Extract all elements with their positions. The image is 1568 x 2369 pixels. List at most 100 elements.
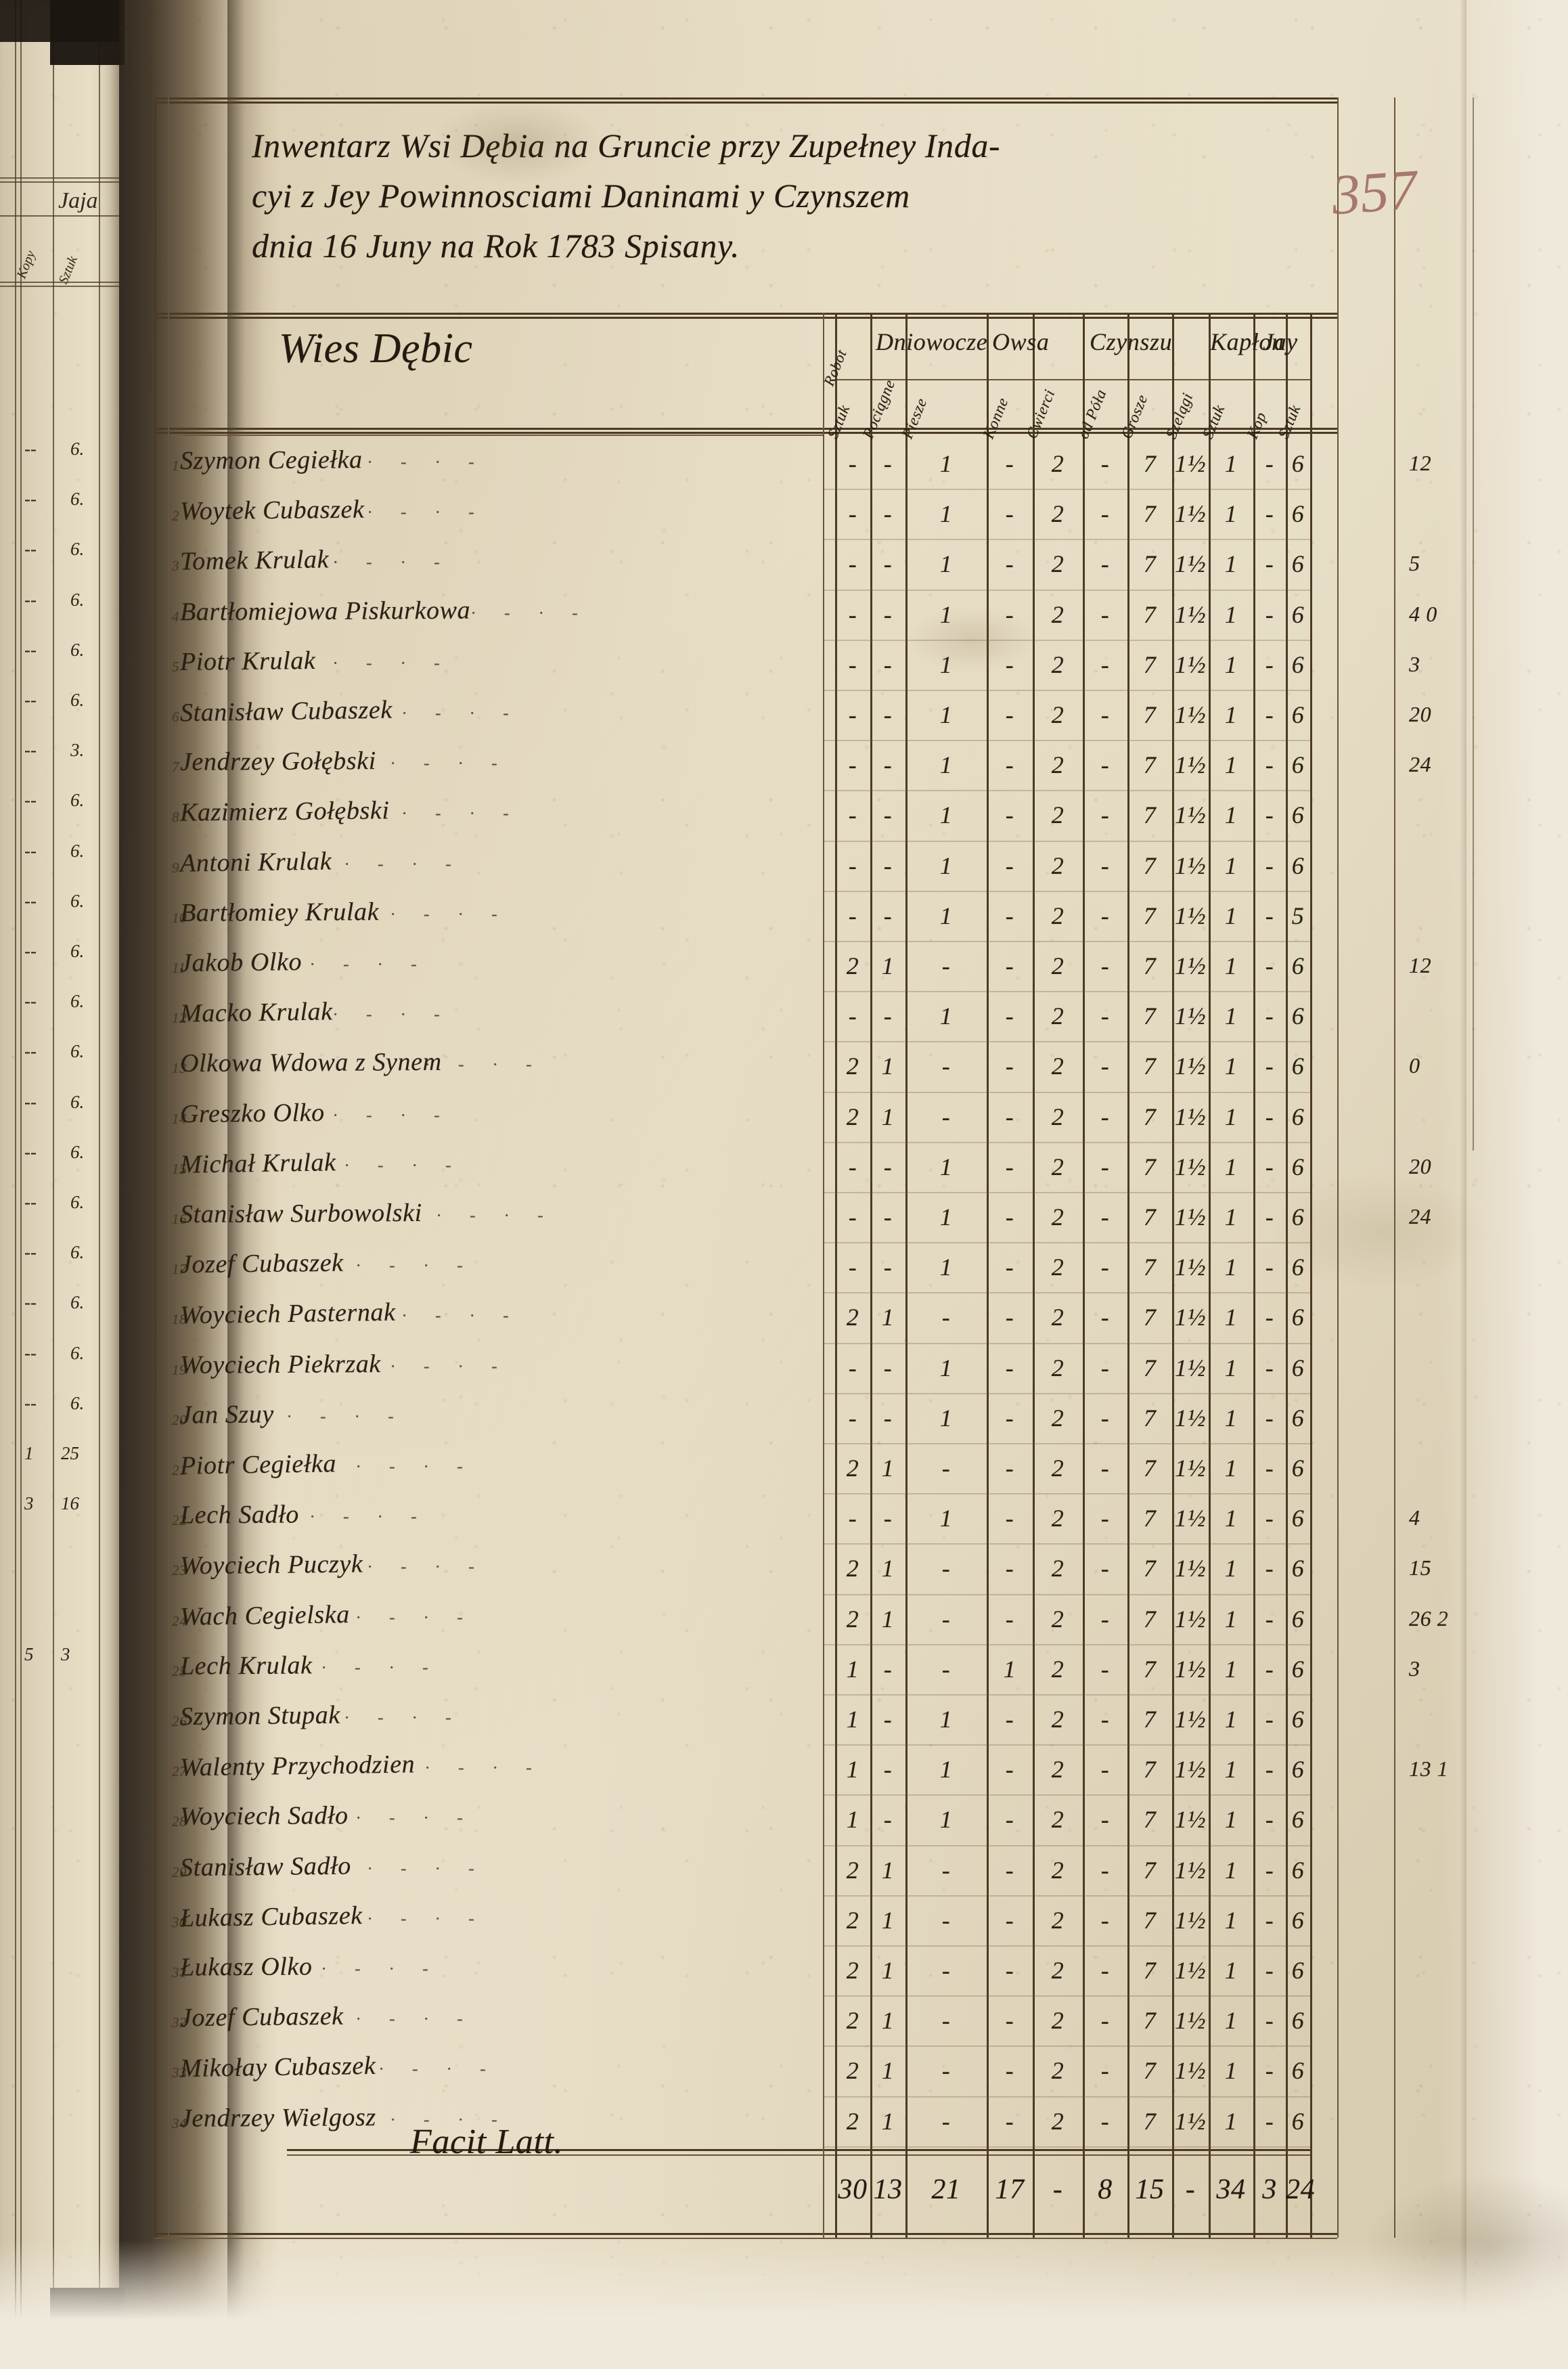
table-cell: -	[883, 1254, 893, 1281]
table-cell: -	[883, 1505, 893, 1532]
left-page-dash: --	[24, 991, 37, 1012]
table-cell: 1	[846, 1756, 859, 1784]
table-cell: -	[1100, 450, 1110, 477]
row-number: 1	[172, 458, 180, 474]
table-cell: -	[848, 650, 857, 678]
margin-annotation: 26 2	[1409, 1606, 1449, 1631]
table-cell: 1	[939, 1354, 953, 1381]
left-page-dash: --	[24, 439, 37, 459]
left-page-value: 6.	[70, 1041, 85, 1062]
table-cell: 1	[939, 701, 953, 728]
left-page-value: 6.	[70, 890, 85, 911]
table-cell: -	[1265, 1555, 1274, 1582]
row-name: Woyciech Puczyk	[179, 1549, 363, 1580]
table-cell: 1	[1224, 1555, 1238, 1582]
table-cell: 1½	[1174, 1354, 1207, 1381]
table-cell: 7	[1143, 1906, 1157, 1934]
table-cell: 2	[1051, 450, 1065, 477]
table-cell: 1	[1224, 550, 1238, 578]
table-cell: 2	[1051, 1053, 1065, 1080]
row-name: Szymon Stupak	[179, 1700, 341, 1731]
table-cell: 2	[1051, 1203, 1065, 1231]
table-cell: 7	[1143, 1254, 1157, 1281]
table-cell: -	[1100, 902, 1110, 929]
table-cell: 1½	[1174, 600, 1207, 628]
leader-dots: · - · -	[425, 1758, 544, 1778]
table-cell: -	[883, 1002, 893, 1030]
table-cell: 7	[1143, 1655, 1157, 1683]
table-cell: -	[941, 1555, 951, 1582]
margin-annotation: 24	[1409, 1204, 1432, 1228]
table-cell: -	[1005, 2007, 1014, 2035]
left-page-value: 6.	[70, 589, 85, 610]
totals-cell: 13	[873, 2173, 903, 2205]
table-cell: 1	[939, 1706, 953, 1733]
table-cell: 1	[1224, 1706, 1238, 1733]
leader-dots: · - · -	[367, 1858, 487, 1878]
table-cell: 2	[1051, 1455, 1065, 1482]
table-cell: -	[1005, 1254, 1014, 1281]
margin-annotation: 20	[1409, 702, 1432, 726]
table-cell: 1	[1224, 450, 1238, 477]
table-cell: -	[941, 1304, 951, 1331]
leader-dots: · - · -	[333, 552, 452, 573]
leader-dots: · - · -	[333, 1105, 452, 1125]
table-cell: 7	[1143, 550, 1157, 578]
table-cell: 2	[1051, 1957, 1065, 1984]
table-cell: 7	[1143, 1203, 1157, 1231]
leader-dots: · - · -	[333, 652, 452, 673]
row-number: 32	[172, 2014, 187, 2031]
leader-dots: · - · -	[356, 1256, 475, 1276]
left-page-group-header: Jaja	[58, 188, 98, 213]
table-cell: -	[1100, 2007, 1110, 2035]
table-cell: -	[1005, 1906, 1014, 1934]
left-page-dash: --	[24, 1141, 37, 1162]
table-cell: -	[883, 851, 893, 879]
table-cell: -	[883, 500, 893, 528]
margin-annotation: 3	[1409, 1656, 1420, 1681]
table-cell: 1½	[1174, 1002, 1207, 1030]
table-cell: 1½	[1174, 851, 1207, 879]
leader-dots: · - · -	[402, 703, 521, 723]
table-cell: -	[1100, 1906, 1110, 1934]
table-cell: 1½	[1174, 500, 1207, 528]
left-page-value: 6.	[70, 1242, 85, 1263]
leader-dots: · - · -	[367, 1908, 487, 1928]
table-cell: -	[848, 450, 857, 477]
table-cell: 1½	[1174, 952, 1207, 979]
leader-dots: · - · -	[390, 2109, 510, 2129]
table-cell: -	[1005, 1103, 1014, 1130]
table-cell: -	[848, 550, 857, 578]
row-number: 3	[172, 558, 180, 575]
table-cell: 1	[1224, 1655, 1238, 1683]
row-number: 24	[172, 1612, 187, 1629]
table-cell: 7	[1143, 1706, 1157, 1733]
table-cell: -	[1100, 701, 1110, 728]
table-cell: 2	[846, 1957, 859, 1984]
margin-annotation: 3	[1409, 651, 1420, 676]
row-name: Kazimierz Gołębski	[179, 796, 390, 828]
row-number: 10	[172, 909, 187, 926]
leader-dots: · - · -	[390, 1356, 510, 1376]
table-cell: -	[848, 1354, 857, 1381]
margin-annotation: 12	[1409, 451, 1432, 475]
row-name: Piotr Krulak	[179, 646, 316, 676]
row-name: Jozef Cubaszek	[179, 2001, 344, 2033]
row-number: 34	[172, 2115, 187, 2131]
leader-dots: · - · -	[436, 1205, 556, 1225]
row-number: 13	[172, 1060, 187, 1077]
row-number: 33	[172, 2064, 187, 2081]
table-cell: 7	[1143, 2107, 1157, 2135]
table-cell: 6	[1291, 1555, 1305, 1582]
left-page-dash: --	[24, 539, 37, 560]
table-cell: -	[1100, 600, 1110, 628]
table-cell: 1	[1224, 1906, 1238, 1934]
row-number: 18	[172, 1311, 187, 1328]
left-page-value: 6.	[70, 639, 85, 660]
table-cell: 7	[1143, 1304, 1157, 1331]
left-page-dash: --	[24, 941, 37, 961]
table-cell: 2	[1051, 1706, 1065, 1733]
table-cell: 6	[1291, 1806, 1305, 1834]
table-cell: 1	[1224, 1203, 1238, 1231]
table-cell: 1½	[1174, 2007, 1207, 2035]
